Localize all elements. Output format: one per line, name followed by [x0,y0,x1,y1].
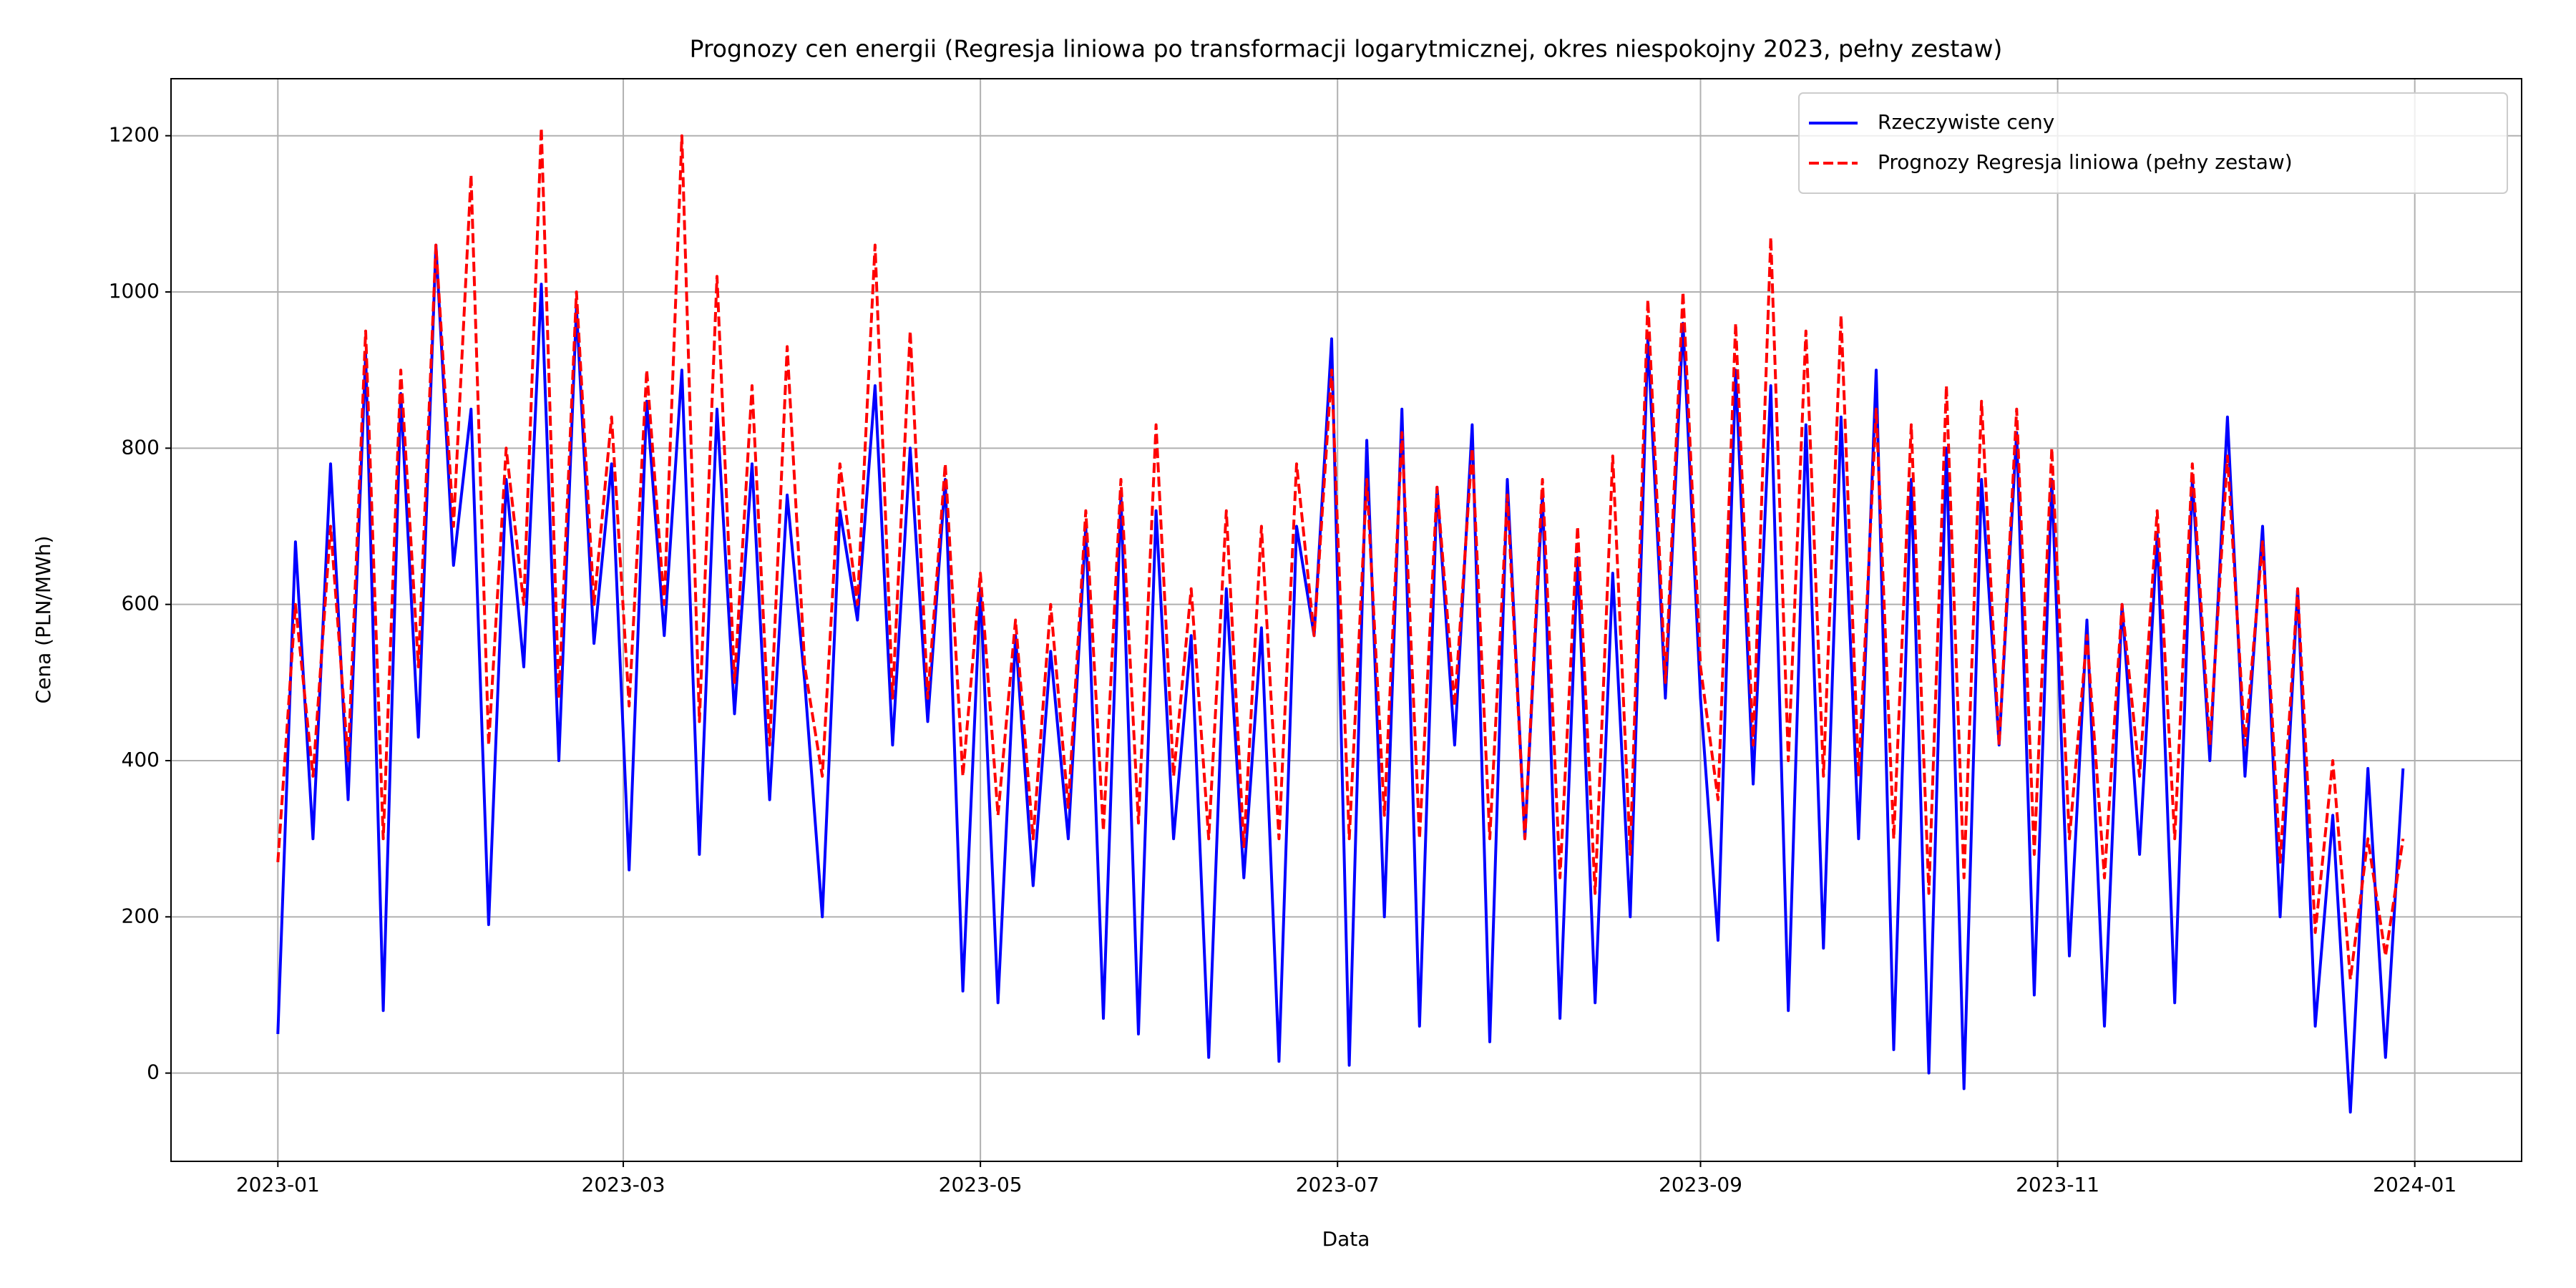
x-tick-label: 2023-07 [1296,1173,1380,1196]
x-tick-label: 2023-03 [582,1173,665,1196]
x-tick-label: 2024-01 [2373,1173,2457,1196]
legend-label: Rzeczywiste ceny [1878,110,2054,134]
x-tick-label: 2023-01 [236,1173,320,1196]
legend-label: Prognozy Regresja liniowa (pełny zestaw) [1878,150,2293,174]
y-tick-label: 200 [122,904,160,927]
y-tick-label: 1000 [109,279,160,303]
y-tick-label: 800 [122,435,160,459]
chart-title: Prognozy cen energii (Regresja liniowa p… [690,35,2003,63]
y-tick-label: 0 [147,1060,160,1084]
y-tick-label: 400 [122,748,160,771]
series-line [276,126,2405,981]
series-line [276,243,2405,1114]
x-tick-label: 2023-05 [939,1173,1023,1196]
x-axis-label: Data [1322,1227,1370,1251]
y-tick-label: 600 [122,592,160,615]
x-tick-label: 2023-11 [2016,1173,2099,1196]
plot-frame [170,78,2522,1162]
y-axis-label: Cena (PLN/MWh) [31,536,55,704]
legend-box [1798,92,2508,194]
x-tick-label: 2023-09 [1659,1173,1742,1196]
y-tick-label: 1200 [109,123,160,147]
